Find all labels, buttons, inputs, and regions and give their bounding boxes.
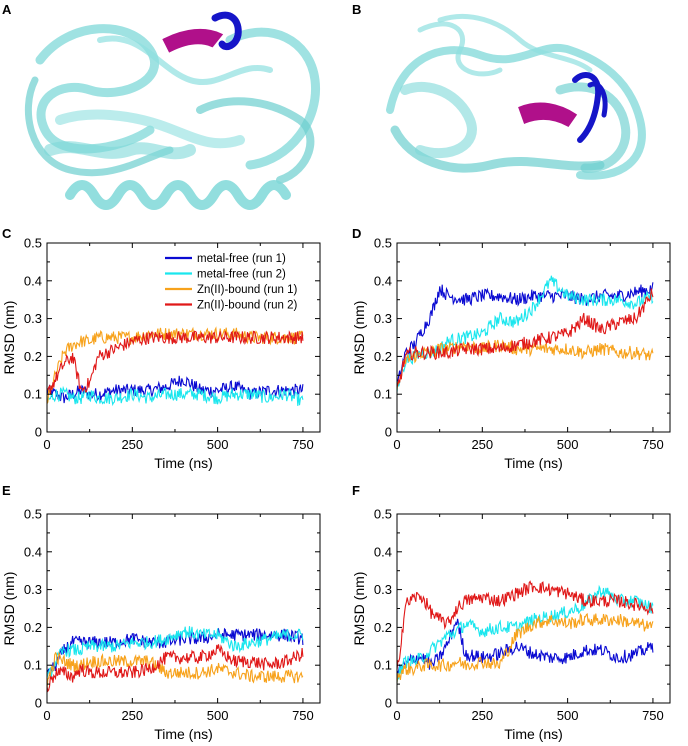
panel-b: B xyxy=(352,2,646,180)
chart-e-x-axis-title: Time (ns) xyxy=(154,726,213,742)
chart-e-y-tick-label: 0.2 xyxy=(24,620,42,635)
chart-f-x-tick-label: 0 xyxy=(393,708,400,723)
chart-c-x-tick-label: 500 xyxy=(207,437,229,452)
chart-c-y-axis-title: RMSD (nm) xyxy=(1,301,17,375)
chart-d: 0 0.1 0.2 0.3 0.4 0.5 0 250 500 750 Time (ns) RMSD … xyxy=(351,236,671,471)
panel-b-label: B xyxy=(352,2,361,17)
chart-f-y-tick-label: 0.5 xyxy=(374,507,392,522)
chart-f-x-axis-title: Time (ns) xyxy=(504,726,563,742)
chart-f-series-1 xyxy=(396,618,654,674)
chart-f-y-tick-label: 0.4 xyxy=(374,544,392,559)
chart-d-x-axis-title: Time (ns) xyxy=(504,455,563,471)
chart-f-y-tick-label: 0 xyxy=(385,696,392,711)
chart-d-x-tick-label: 500 xyxy=(557,437,579,452)
chart-d-series-4 xyxy=(396,288,654,388)
chart-e-x-tick-label: 0 xyxy=(43,708,50,723)
chart-c-series-4 xyxy=(46,330,304,395)
chart-d-y-tick-label: 0 xyxy=(385,425,392,440)
panel-e-label: E xyxy=(2,483,11,498)
chart-c-y-tick-label: 0.5 xyxy=(24,236,42,251)
chart-e-y-tick-label: 0 xyxy=(35,696,42,711)
chart-e-y-tick-label: 0.4 xyxy=(24,544,42,559)
chart-c-y-tick-label: 0.1 xyxy=(24,387,42,402)
chart-e-series-4 xyxy=(46,644,304,693)
chart-f-y-tick-label: 0.1 xyxy=(374,658,392,673)
protein-structure-a xyxy=(25,11,321,210)
chart-c-legend-label: Zn(II)-bound (run 2) xyxy=(197,300,298,312)
chart-e-x-tick-label: 500 xyxy=(207,708,229,723)
chart-f-y-tick-label: 0.2 xyxy=(374,620,392,635)
chart-c-legend-label: Zn(II)-bound (run 1) xyxy=(197,284,298,296)
chart-f-series-2 xyxy=(396,584,654,683)
chart-d-series-1 xyxy=(396,282,654,384)
chart-e: 0 0.1 0.2 0.3 0.4 0.5 0 250 500 750 Time (ns) RMSD … xyxy=(1,507,321,742)
chart-c-y-tick-label: 0.2 xyxy=(24,349,42,364)
chart-f-x-tick-label: 250 xyxy=(471,708,493,723)
chart-e-y-tick-label: 0.1 xyxy=(24,658,42,673)
panel-a-label: A xyxy=(2,2,12,17)
chart-d-y-tick-label: 0.3 xyxy=(374,311,392,326)
chart-d-y-tick-label: 0.5 xyxy=(374,236,392,251)
panel-c-label: C xyxy=(2,226,12,241)
chart-c-x-tick-label: 750 xyxy=(292,437,314,452)
chart-c-x-tick-label: 250 xyxy=(121,437,143,452)
chart-d-y-tick-label: 0.4 xyxy=(374,273,392,288)
chart-e-x-tick-label: 750 xyxy=(292,708,314,723)
chart-c-y-tick-label: 0 xyxy=(35,425,42,440)
chart-e-y-tick-label: 0.3 xyxy=(24,582,42,597)
chart-d-y-tick-label: 0.1 xyxy=(374,387,392,402)
chart-d-x-tick-label: 250 xyxy=(471,437,493,452)
chart-c-series-2 xyxy=(46,385,304,407)
chart-c-series-3 xyxy=(46,326,304,404)
chart-e-x-tick-label: 250 xyxy=(121,708,143,723)
chart-f-series-3 xyxy=(396,612,654,684)
chart-f-y-tick-label: 0.3 xyxy=(374,582,392,597)
chart-d-y-axis-title: RMSD (nm) xyxy=(351,301,367,375)
panel-a: A xyxy=(2,2,321,210)
chart-c-legend-label: metal-free (run 2) xyxy=(197,269,286,281)
chart-e-y-axis-title: RMSD (nm) xyxy=(1,572,17,646)
panel-d-label: D xyxy=(352,226,361,241)
panel-f-label: F xyxy=(352,483,360,498)
chart-c-y-tick-label: 0.3 xyxy=(24,311,42,326)
chart-c-legend-label: metal-free (run 1) xyxy=(197,253,286,265)
chart-f-x-tick-label: 500 xyxy=(557,708,579,723)
chart-f-x-tick-label: 750 xyxy=(642,708,664,723)
chart-e-series-3 xyxy=(46,651,304,690)
chart-c-x-tick-label: 0 xyxy=(43,437,50,452)
protein-structure-b xyxy=(386,14,646,180)
chart-c: 0 0.1 0.2 0.3 0.4 0.5 0 250 500 750 Time (ns) RMSD … xyxy=(1,236,321,471)
chart-e-y-tick-label: 0.5 xyxy=(24,507,42,522)
chart-d-y-tick-label: 0.2 xyxy=(374,349,392,364)
chart-c-legend: metal-free (run 1) metal-free (run 2) Zn(I… xyxy=(165,253,298,312)
chart-d-x-tick-label: 750 xyxy=(642,437,664,452)
chart-e-series-1 xyxy=(46,627,304,677)
chart-d-plot-frame xyxy=(396,242,671,433)
chart-f-y-axis-title: RMSD (nm) xyxy=(351,572,367,646)
chart-c-x-axis-title: Time (ns) xyxy=(154,455,213,471)
chart-f-series-4 xyxy=(396,580,654,670)
chart-d-x-tick-label: 0 xyxy=(393,437,400,452)
chart-c-series-1 xyxy=(46,375,304,404)
chart-e-series-2 xyxy=(46,626,304,679)
chart-c-y-tick-label: 0.4 xyxy=(24,273,42,288)
chart-f: 0 0.1 0.2 0.3 0.4 0.5 0 250 500 750 Time (ns) RMSD … xyxy=(351,507,671,742)
